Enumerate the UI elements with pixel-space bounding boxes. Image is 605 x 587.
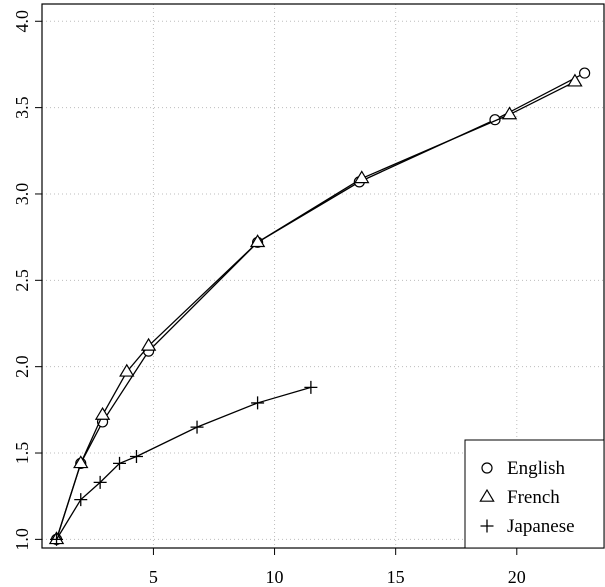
x-tick-label: 5 [149, 567, 158, 587]
grid [42, 4, 604, 548]
plus-marker [113, 456, 127, 470]
legend-item-french: French [479, 487, 560, 508]
triangle-marker [94, 406, 111, 420]
circle-marker [481, 462, 493, 474]
x-tick-label: 15 [387, 567, 405, 587]
x-tick-label: 10 [266, 567, 284, 587]
y-tick-label: 4.0 [12, 10, 32, 33]
series-layer [48, 67, 591, 546]
triangle-marker [249, 234, 266, 248]
legend-label: French [507, 487, 560, 508]
plus-marker [93, 475, 107, 489]
y-tick-label: 2.0 [12, 355, 32, 378]
legend-label: English [507, 458, 566, 479]
legend: English French Japanese [464, 439, 605, 549]
y-tick-label: 1.0 [12, 528, 32, 551]
series-japanese [50, 380, 318, 546]
plus-marker [480, 519, 494, 533]
triangle-marker [119, 363, 135, 377]
plus-marker [74, 493, 88, 507]
plus-marker [50, 532, 64, 546]
series-line [55, 386, 312, 540]
plus-marker [190, 420, 204, 434]
legend-item-english: English [481, 458, 566, 479]
y-tick-label: 1.5 [12, 442, 32, 465]
plus-marker [251, 396, 265, 410]
plus-marker [129, 449, 143, 463]
legend-item-japanese: Japanese [480, 516, 575, 537]
x-tick-label: 20 [508, 567, 526, 587]
y-tick-label: 2.5 [12, 269, 32, 292]
y-tick-label: 3.5 [12, 96, 32, 119]
triangle-marker [354, 170, 370, 184]
triangle-marker [73, 455, 89, 469]
circle-marker [579, 67, 591, 79]
triangle-marker [501, 106, 518, 120]
plus-marker [304, 380, 318, 394]
plot-frame [41, 3, 605, 549]
triangle-marker [479, 488, 495, 502]
y-tick-label: 3.0 [12, 183, 32, 206]
triangle-marker [140, 337, 157, 351]
series-french [48, 73, 583, 545]
axes: 5 10 15 20 1.0 1.5 2.0 2.5 3.0 3.5 4.0 [12, 3, 605, 587]
legend-label: Japanese [507, 516, 575, 537]
triangle-marker [567, 73, 583, 87]
